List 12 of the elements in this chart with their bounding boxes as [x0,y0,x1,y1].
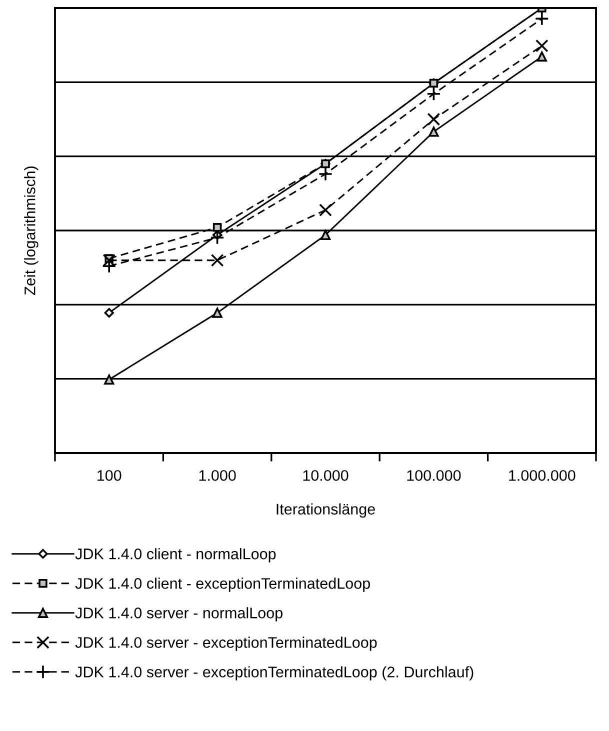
x-tick-label: 100 [98,470,122,481]
x-tick-label: 1.000 [199,470,236,481]
y-axis-title: Zeit (logarithmisch) [24,166,38,295]
x-tick-label: 1.000.000 [509,470,576,481]
x-axis-title: Iterationslänge [276,503,375,518]
legend-label: JDK 1.4.0 client - exceptionTerminatedLoop [75,578,370,592]
x-tick-label: 100.000 [407,470,461,481]
x-tick-label: 10.000 [303,470,348,481]
legend-label: JDK 1.4.0 client - normalLoop [75,548,276,562]
legend-label: JDK 1.4.0 server - exceptionTerminatedLoop [75,636,377,651]
legend-label: JDK 1.4.0 server - normalLoop [75,607,282,622]
legend-label: JDK 1.4.0 server - exceptionTerminatedLoop (2. Durchlauf) [75,666,474,680]
